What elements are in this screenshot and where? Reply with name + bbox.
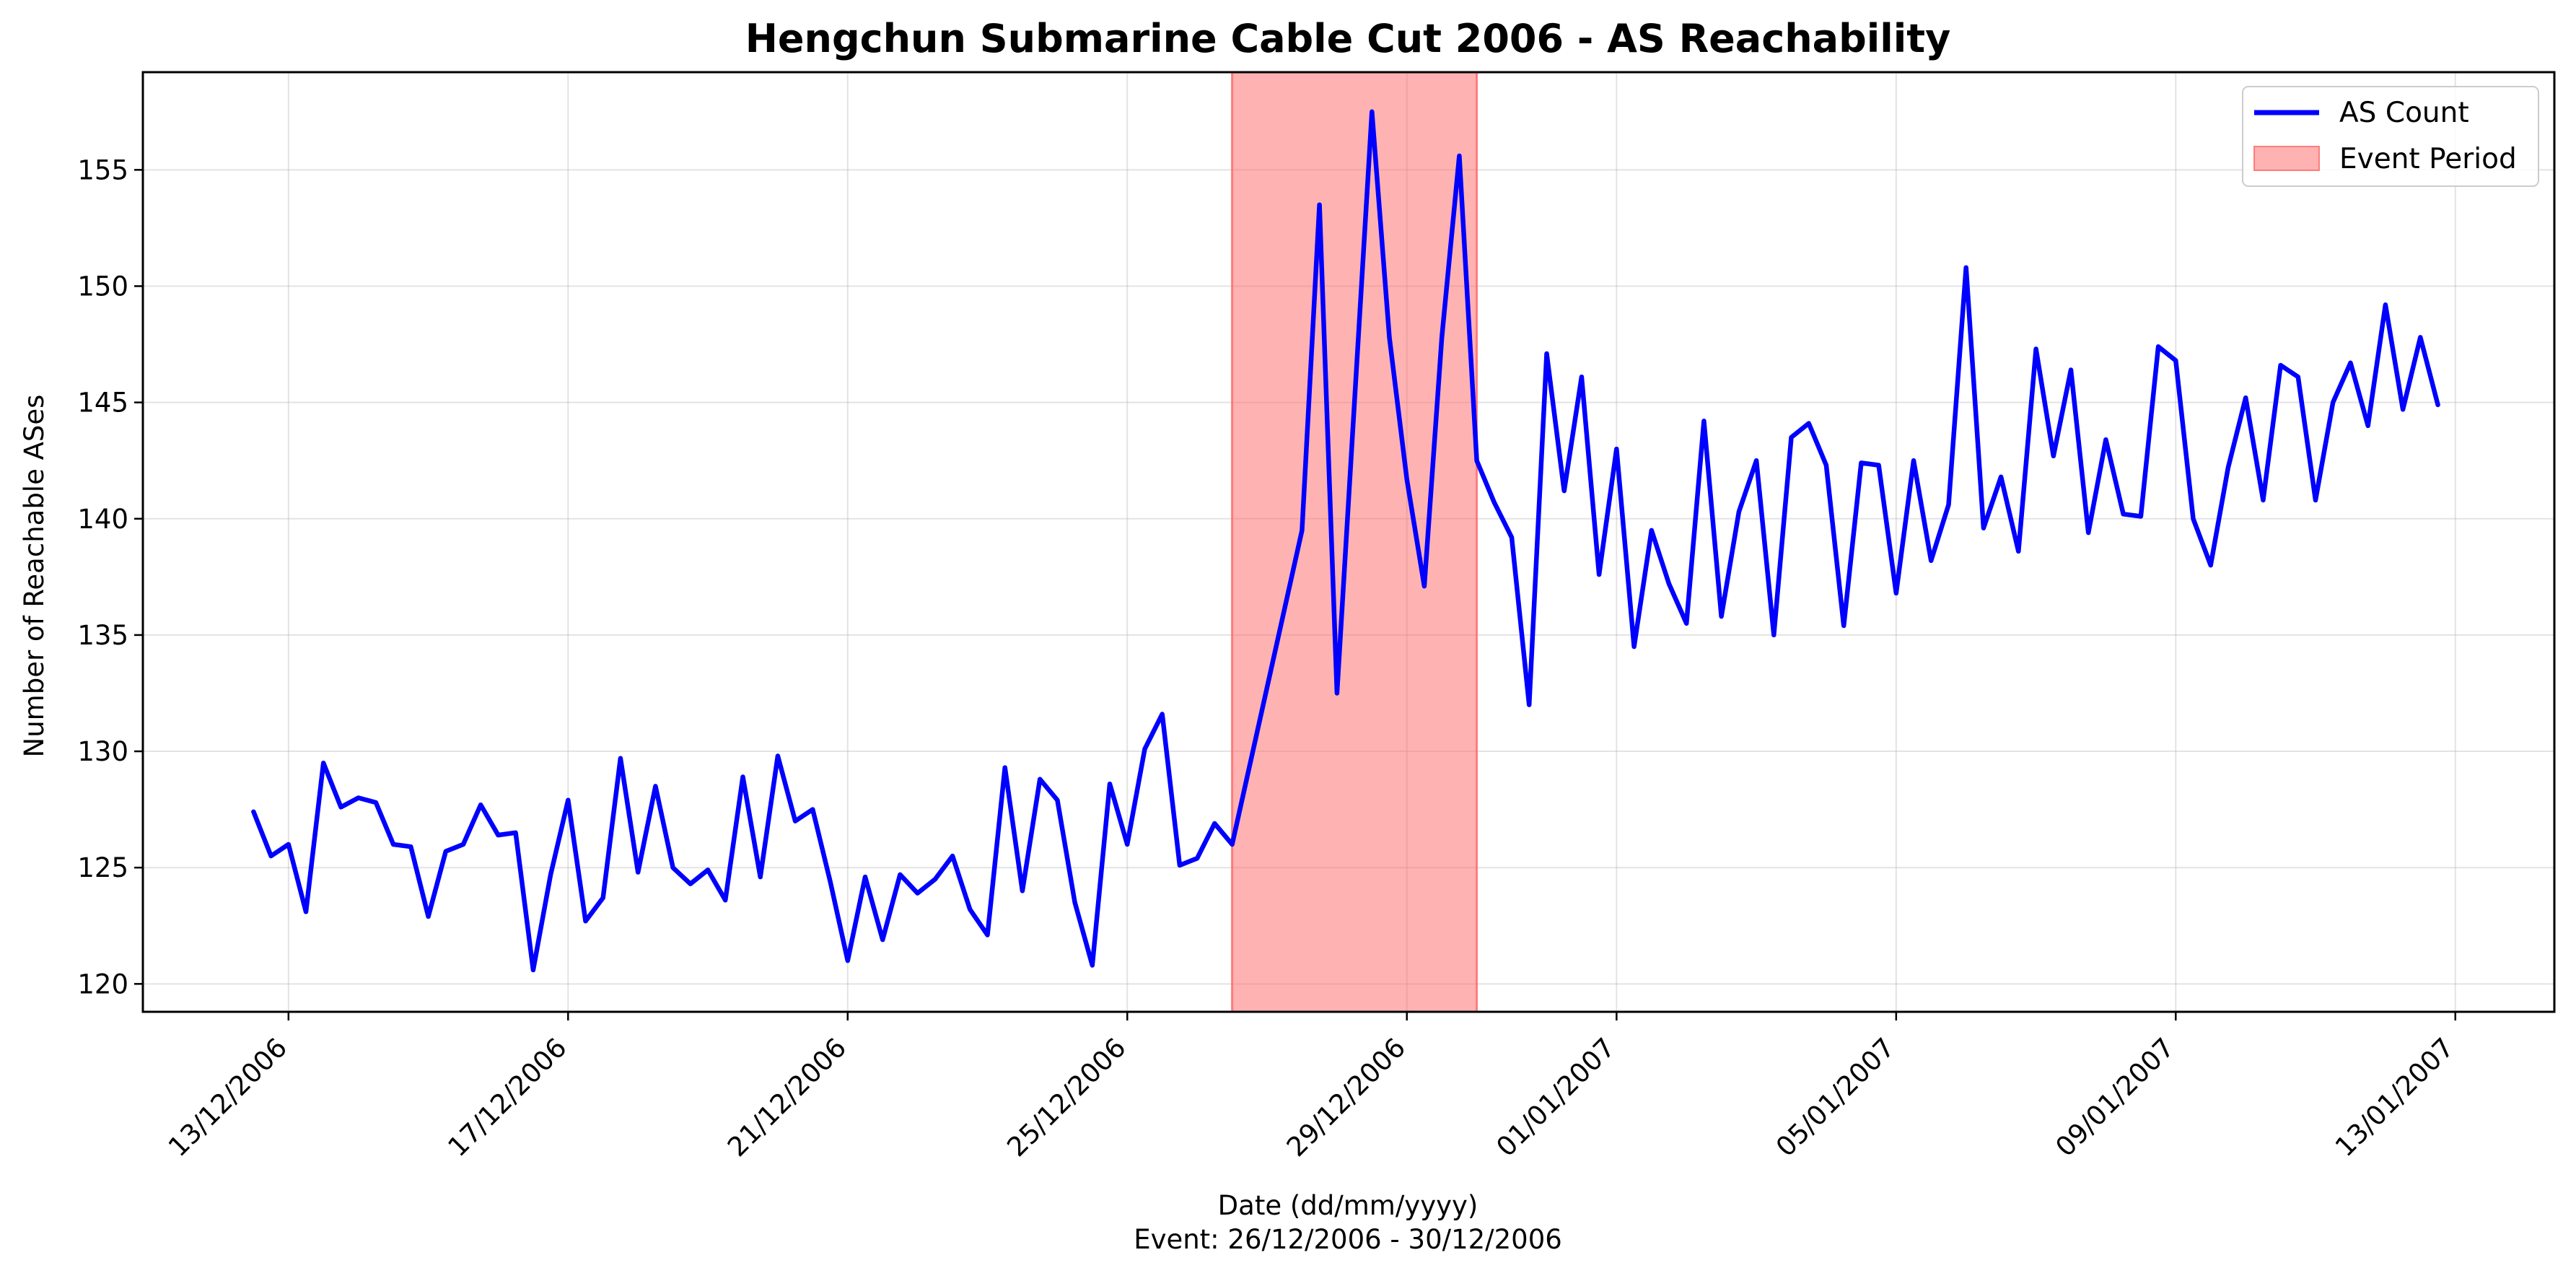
x-tick-label: 09/01/2007: [2049, 1032, 2180, 1163]
event-period-layer: [1232, 72, 1477, 1012]
x-tick-label: 17/12/2006: [442, 1032, 572, 1163]
y-axis-label: Number of Reachable ASes: [19, 395, 50, 758]
y-tick-label: 155: [77, 154, 128, 185]
x-axis-label: Date (dd/mm/yyyy): [1218, 1190, 1478, 1221]
y-tick-label: 130: [77, 736, 128, 767]
legend-label-series: AS Count: [2339, 97, 2469, 129]
event-period-band: [1232, 72, 1477, 1012]
x-tick-label: 13/01/2007: [2329, 1032, 2460, 1163]
x-tick-label: 13/12/2006: [162, 1032, 293, 1163]
legend-label-event: Event Period: [2339, 143, 2517, 175]
x-axis-ticks: 13/12/2006 17/12/2006 21/12/2006 25/12/2006…: [162, 1012, 2460, 1163]
x-tick-label: 01/01/2007: [1490, 1032, 1621, 1163]
x-tick-label: 21/12/2006: [722, 1032, 852, 1163]
y-tick-label: 145: [77, 388, 128, 419]
x-tick-label: 25/12/2006: [1001, 1032, 1131, 1163]
x-tick-label: 29/12/2006: [1281, 1032, 1411, 1163]
legend-event-swatch: [2254, 147, 2319, 170]
y-tick-label: 150: [77, 271, 128, 302]
legend: AS Count Event Period: [2243, 87, 2538, 186]
y-axis-ticks: 120 125 130 135 140 145 150 155: [77, 154, 143, 1000]
y-tick-label: 140: [77, 504, 128, 535]
chart-title: Hengchun Submarine Cable Cut 2006 - AS R…: [745, 16, 1951, 61]
x-axis-note: Event: 26/12/2006 - 30/12/2006: [1134, 1224, 1562, 1255]
y-tick-label: 125: [77, 852, 128, 883]
y-tick-label: 135: [77, 620, 128, 651]
y-tick-label: 120: [77, 969, 128, 1000]
x-tick-label: 05/01/2007: [1770, 1032, 1901, 1163]
